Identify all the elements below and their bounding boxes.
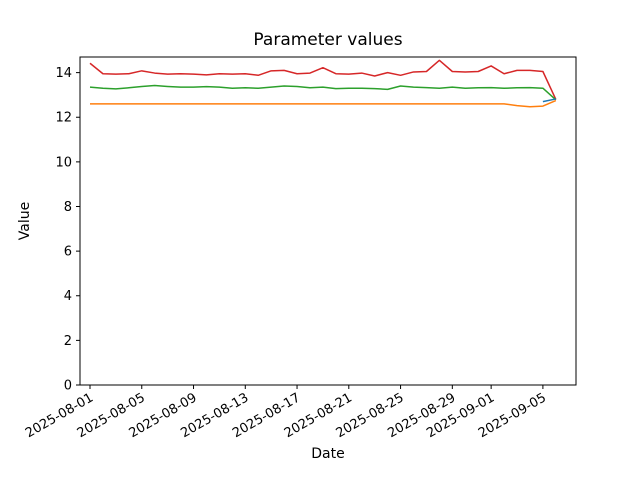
x-axis-label: Date	[311, 446, 345, 462]
y-tick-label: 14	[55, 66, 72, 81]
plot-frame	[79, 56, 577, 386]
y-tick-label: 4	[64, 289, 72, 304]
y-tick-label: 2	[64, 334, 72, 349]
y-tick-label: 0	[64, 379, 72, 394]
series-line-red-series	[89, 59, 557, 100]
y-tick-label: 8	[64, 200, 72, 215]
y-tick-label: 6	[64, 245, 72, 260]
y-tick-label: 10	[55, 155, 72, 170]
y-tick-label: 12	[55, 111, 72, 126]
series-line-green-series	[89, 84, 557, 101]
series-line-orange-series	[90, 99, 557, 108]
chart-title: Parameter values	[253, 30, 403, 50]
series-line-blue-series	[542, 98, 556, 103]
